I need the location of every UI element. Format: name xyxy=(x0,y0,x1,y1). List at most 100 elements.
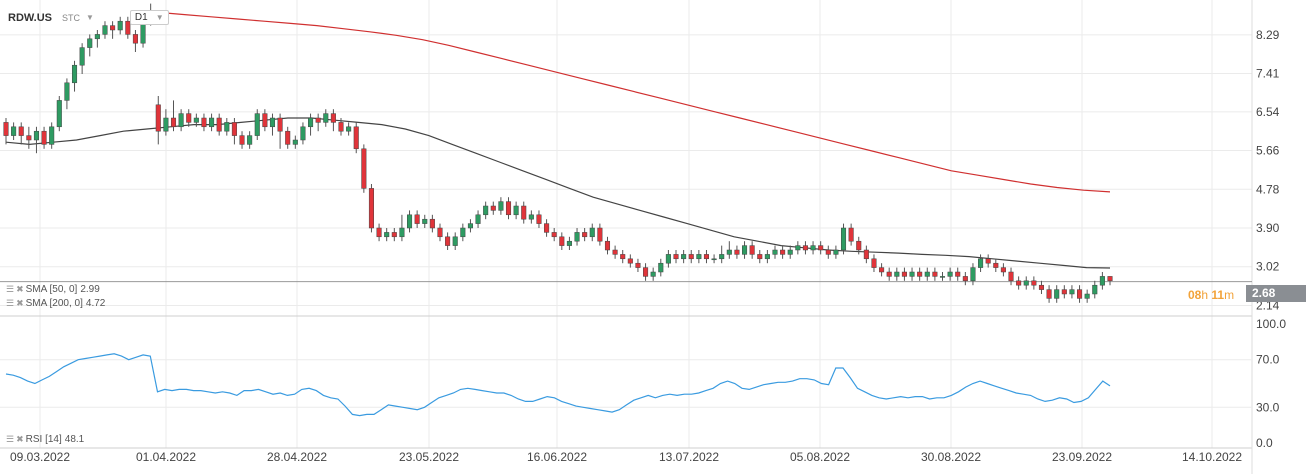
sma50-label: SMA [50, 0] xyxy=(25,284,78,295)
candle-body xyxy=(1107,276,1113,282)
candle-body xyxy=(330,113,336,123)
candle-body xyxy=(452,236,458,246)
candle-body xyxy=(879,267,885,273)
candle-timer: 08h 11m xyxy=(1188,288,1234,302)
candle-body xyxy=(285,130,291,145)
candle-body xyxy=(1099,276,1105,286)
legend-sma50[interactable]: ☰ ✖ SMA [50, 0] 2.99 xyxy=(6,284,100,295)
price-tick-label: 5.66 xyxy=(1256,144,1280,158)
rsi-label: RSI [14] xyxy=(25,434,62,445)
candle-body xyxy=(64,82,70,101)
rsi-tick-label: 30.0 xyxy=(1256,400,1280,414)
price-tick-label: 3.02 xyxy=(1256,260,1280,274)
candle-body xyxy=(825,249,831,255)
candle-body xyxy=(574,232,580,242)
candle-body xyxy=(1008,271,1014,282)
price-tick-label: 3.90 xyxy=(1256,221,1280,235)
candle-body xyxy=(437,227,443,238)
candle-body xyxy=(604,240,611,251)
rsi-tick-label: 70.0 xyxy=(1256,353,1280,367)
candle-body xyxy=(1046,289,1052,299)
timeframe-select[interactable]: D1 ▼ xyxy=(129,10,169,25)
candle-body xyxy=(909,271,915,277)
instrument-type: STC xyxy=(62,12,80,23)
candle-body xyxy=(681,254,687,260)
candle-body xyxy=(528,214,534,220)
close-icon[interactable]: ✖ xyxy=(16,284,23,294)
date-tick-label: 09.03.2022 xyxy=(10,450,70,464)
candle-body xyxy=(582,232,588,238)
candle-body xyxy=(780,249,786,255)
symbol-dropdown-icon[interactable]: ▼ xyxy=(86,13,94,22)
date-tick-label: 30.08.2022 xyxy=(921,450,981,464)
candle-body xyxy=(216,117,222,132)
candle-body xyxy=(1084,293,1090,299)
candle-body xyxy=(41,130,47,145)
candle-body xyxy=(627,258,633,264)
candle-body xyxy=(970,267,976,282)
candle-body xyxy=(917,271,923,277)
candle-body xyxy=(703,254,710,260)
candle-body xyxy=(1016,280,1022,286)
candle-body xyxy=(475,214,481,224)
candle-body xyxy=(490,205,496,211)
chevron-down-icon: ▼ xyxy=(155,13,164,22)
candle-body xyxy=(1092,284,1098,295)
candle-body xyxy=(551,232,557,238)
candle-body xyxy=(932,271,938,277)
candle-body xyxy=(978,258,984,268)
legend-rsi[interactable]: ☰ ✖ RSI [14] 48.1 xyxy=(6,434,84,445)
settings-icon[interactable]: ☰ xyxy=(6,298,14,308)
timer-minutes: 11 xyxy=(1211,288,1225,302)
candle-body xyxy=(772,249,778,255)
candle-body xyxy=(1069,289,1075,295)
candle-body xyxy=(939,276,946,278)
candle-body xyxy=(1000,267,1006,273)
candle-body xyxy=(11,126,17,136)
close-icon[interactable]: ✖ xyxy=(16,298,23,308)
price-tick-label: 4.78 xyxy=(1256,182,1280,196)
candle-body xyxy=(460,227,466,238)
candle-body xyxy=(399,227,405,238)
candle-body xyxy=(49,126,55,145)
candle-body xyxy=(521,205,527,220)
candle-body xyxy=(391,232,397,238)
candle-body xyxy=(224,122,230,132)
candle-body xyxy=(353,126,359,150)
candle-body xyxy=(818,245,824,251)
candle-body xyxy=(711,258,717,261)
candle-body xyxy=(315,117,321,123)
candle-body xyxy=(56,100,62,128)
candle-body xyxy=(247,135,253,145)
settings-icon[interactable]: ☰ xyxy=(6,434,14,444)
candle-body xyxy=(810,245,816,251)
rsi-value: 48.1 xyxy=(64,434,85,445)
candle-body xyxy=(467,223,473,229)
candle-body xyxy=(848,227,854,242)
candle-body xyxy=(924,271,930,277)
candle-body xyxy=(901,271,907,277)
candle-body xyxy=(620,254,626,260)
candle-body xyxy=(193,117,199,123)
sma200-value: 4.72 xyxy=(85,298,106,309)
legend-sma200[interactable]: ☰ ✖ SMA [200, 0] 4.72 xyxy=(6,298,105,309)
candle-body xyxy=(726,249,732,255)
candle-body xyxy=(1023,280,1029,286)
candle-body xyxy=(673,254,679,260)
candle-body xyxy=(536,214,542,224)
candle-body xyxy=(643,267,649,277)
settings-icon[interactable]: ☰ xyxy=(6,284,14,294)
candle-body xyxy=(734,249,740,255)
candle-body xyxy=(361,148,367,189)
candle-body xyxy=(429,218,435,229)
candle-body xyxy=(513,205,519,216)
candle-body xyxy=(155,104,161,132)
candle-body xyxy=(71,64,78,84)
candle-body xyxy=(102,25,108,35)
timer-hours-unit: h xyxy=(1201,288,1209,302)
candle-body xyxy=(597,227,603,242)
close-icon[interactable]: ✖ xyxy=(16,434,23,444)
date-tick-label: 23.05.2022 xyxy=(399,450,459,464)
candle-body xyxy=(757,254,763,260)
